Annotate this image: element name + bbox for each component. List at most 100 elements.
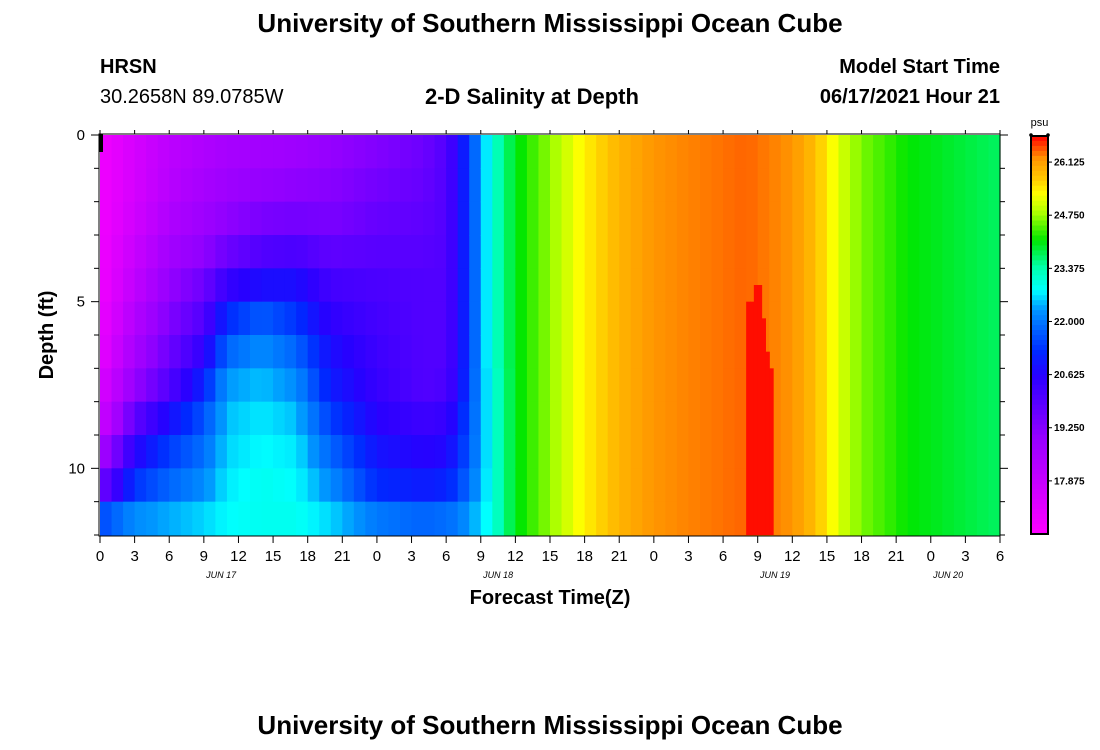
heatmap-cell — [446, 201, 459, 236]
heatmap-cell — [965, 268, 978, 303]
heatmap-cell — [388, 235, 401, 269]
heatmap-cell — [942, 435, 955, 469]
heatmap-cell — [215, 135, 228, 169]
heatmap-cell — [561, 335, 574, 369]
heatmap-cell — [676, 401, 690, 436]
heatmap-cell — [896, 501, 909, 536]
heatmap-cell — [619, 335, 632, 369]
heatmap-cell — [353, 301, 366, 336]
heatmap-cell — [376, 168, 390, 203]
heatmap-cell — [480, 435, 493, 469]
heatmap-cell — [123, 468, 136, 503]
heatmap-cell — [550, 201, 563, 236]
heatmap-cell — [238, 268, 251, 303]
heatmap-cell — [400, 168, 413, 203]
heatmap-cell — [873, 335, 886, 369]
heatmap-cell — [734, 435, 747, 469]
heatmap-cell — [492, 135, 505, 169]
heatmap-cell — [446, 501, 459, 536]
heatmap-cell — [215, 468, 228, 503]
heatmap-cell — [388, 501, 401, 536]
heatmap-cell — [630, 368, 643, 403]
heatmap-cell — [469, 201, 482, 236]
colorbar-segment — [1031, 424, 1048, 431]
colorbar-segment — [1031, 190, 1048, 197]
heatmap-cell — [284, 335, 297, 369]
heatmap-cell — [411, 468, 424, 503]
heatmap-cell — [780, 268, 793, 303]
heatmap-cell — [688, 235, 701, 269]
heatmap-cell — [307, 435, 320, 469]
heatmap-cell — [792, 368, 805, 403]
heatmap-cell — [169, 468, 182, 503]
heatmap-cell — [226, 168, 240, 203]
heatmap-cell — [919, 368, 932, 403]
heatmap-cell — [965, 235, 978, 269]
heatmap-cell — [815, 335, 828, 369]
heatmap-cell — [192, 368, 205, 403]
heatmap-cell — [307, 501, 320, 536]
heatmap-cell — [584, 435, 597, 469]
x-tick-label: 9 — [477, 548, 485, 565]
heatmap-cell — [526, 401, 540, 436]
heatmap-cell — [953, 401, 966, 436]
heatmap-cell — [803, 135, 816, 169]
heatmap-cell — [376, 501, 390, 536]
heatmap-cell — [930, 401, 943, 436]
colorbar: psu 26.125 24.750 23.375 22.000 20.625 19.250 1… — [1029, 117, 1085, 535]
heatmap-cell — [446, 268, 459, 303]
heatmap-cell — [203, 335, 216, 369]
heatmap-cell — [376, 135, 390, 169]
heatmap-cell — [884, 301, 897, 336]
colorbar-segment — [1031, 136, 1048, 142]
heatmap-cell — [780, 435, 793, 469]
colorbar-segment — [1031, 265, 1048, 271]
colorbar-segment — [1031, 320, 1048, 326]
heatmap-cell — [653, 335, 666, 369]
heatmap-cell — [515, 168, 528, 203]
heatmap-cell — [930, 268, 943, 303]
heatmap-cell — [319, 168, 332, 203]
colorbar-segment — [1031, 310, 1048, 316]
heatmap-cell — [884, 235, 897, 269]
heatmap-cell — [965, 501, 978, 536]
heatmap-cell — [100, 435, 113, 469]
heatmap-cell — [388, 201, 401, 236]
heatmap-cell — [492, 201, 505, 236]
heatmap-cell — [203, 368, 216, 403]
heatmap-cell — [942, 301, 955, 336]
heatmap-cell — [573, 501, 586, 536]
heatmap-cell — [469, 468, 482, 503]
heatmap-cell — [400, 335, 413, 369]
heatmap-cell — [780, 468, 793, 503]
heatmap-cell — [930, 501, 943, 536]
heatmap-cell — [146, 301, 159, 336]
colorbar-segment — [1031, 205, 1048, 212]
heatmap-cell — [492, 335, 505, 369]
x-tick-label: 0 — [96, 548, 104, 565]
heatmap-cell — [215, 268, 228, 303]
heatmap-cell — [423, 335, 436, 369]
heatmap-cell — [850, 268, 863, 303]
heatmap-cell — [307, 201, 320, 236]
heatmap-cell — [376, 201, 390, 236]
anomaly-cell — [761, 318, 766, 535]
heatmap-cell — [884, 468, 897, 503]
heatmap-cell — [238, 135, 251, 169]
heatmap-cell — [342, 135, 355, 169]
colorbar-segment — [1031, 429, 1048, 436]
heatmap-cell — [388, 368, 401, 403]
heatmap-cell — [169, 168, 182, 203]
heatmap-cell — [573, 235, 586, 269]
heatmap-cell — [146, 468, 159, 503]
colorbar-segment — [1031, 384, 1048, 391]
colorbar-segment — [1031, 404, 1048, 411]
heatmap-cell — [503, 468, 516, 503]
heatmap-cell — [353, 401, 366, 436]
heatmap-cell — [203, 235, 216, 269]
colorbar-label: 23.375 — [1054, 264, 1085, 275]
heatmap-cell — [192, 201, 205, 236]
heatmap-cell — [400, 368, 413, 403]
heatmap-cell — [838, 135, 851, 169]
colorbar-segment — [1031, 359, 1048, 366]
